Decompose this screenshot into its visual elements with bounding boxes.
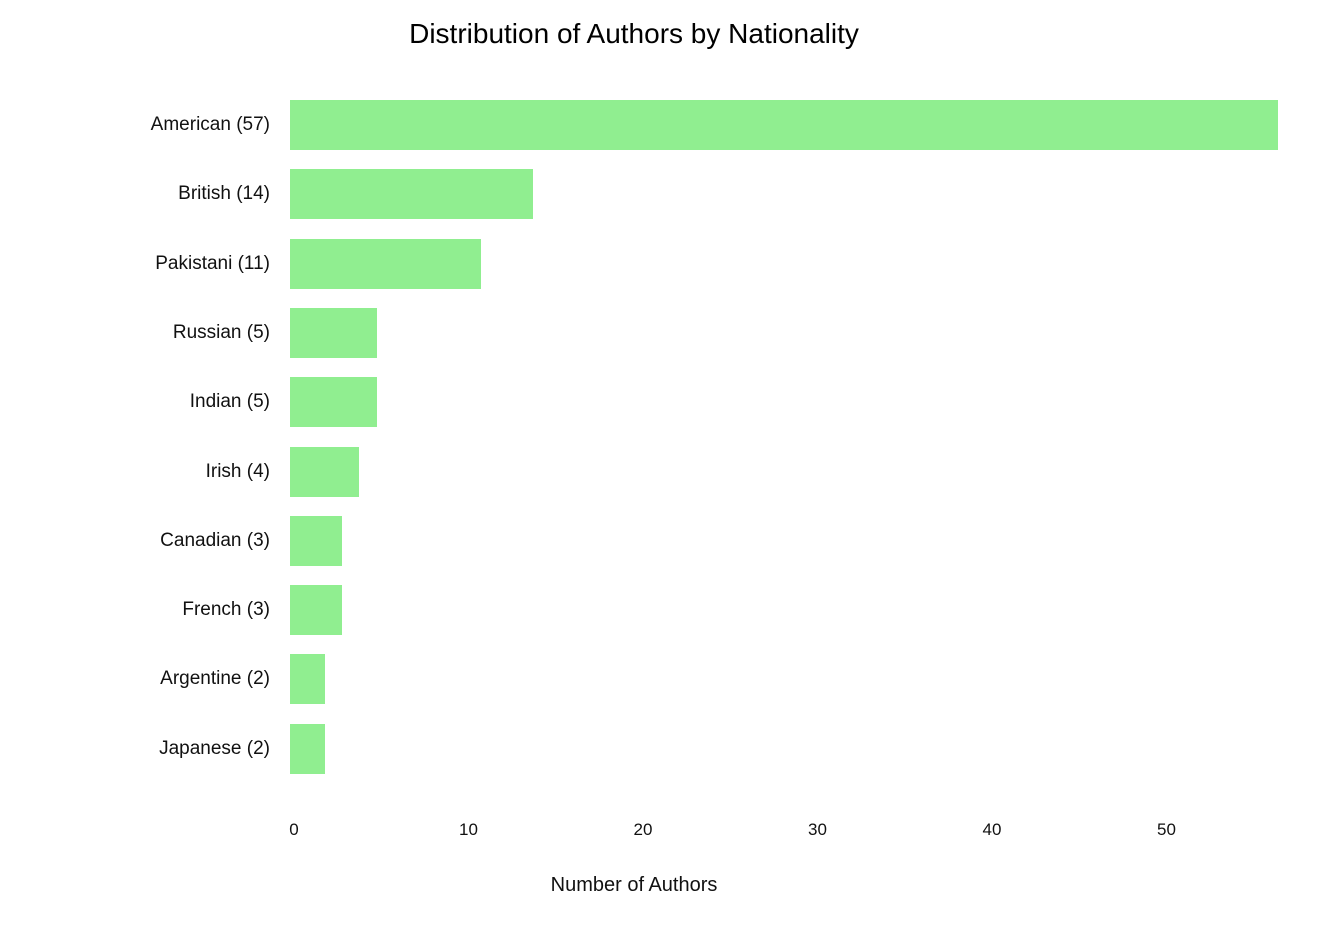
- bar: [290, 654, 325, 705]
- x-tick-label: 30: [808, 820, 827, 839]
- bar: [290, 377, 377, 428]
- category-label: Irish (4): [205, 460, 270, 482]
- bar: [290, 723, 325, 774]
- category-label: American (57): [150, 114, 270, 135]
- category-label: Russian (5): [172, 321, 270, 343]
- x-tick-label: 10: [459, 820, 478, 839]
- category-label: Argentine (2): [160, 668, 270, 690]
- x-tick-label: 0: [289, 820, 299, 839]
- x-tick-label: 50: [1157, 820, 1176, 839]
- bar: [290, 307, 377, 358]
- bar: [290, 238, 481, 289]
- bar: [290, 100, 1278, 150]
- bar: [290, 515, 342, 566]
- category-label: Indian (5): [189, 391, 270, 413]
- category-label: Japanese (2): [159, 737, 270, 759]
- bar: [290, 585, 342, 636]
- x-tick-label: 40: [982, 820, 1002, 839]
- x-axis-title: Number of Authors: [550, 874, 718, 896]
- category-label: Canadian (3): [160, 529, 270, 551]
- bar: [290, 169, 533, 220]
- category-label: French (3): [182, 599, 270, 621]
- x-tick-label: 20: [633, 820, 653, 839]
- bar: [290, 446, 360, 497]
- category-label: British (14): [178, 183, 270, 205]
- category-label: Pakistani (11): [155, 252, 270, 274]
- chart-title: Distribution of Authors by Nationality: [409, 18, 859, 49]
